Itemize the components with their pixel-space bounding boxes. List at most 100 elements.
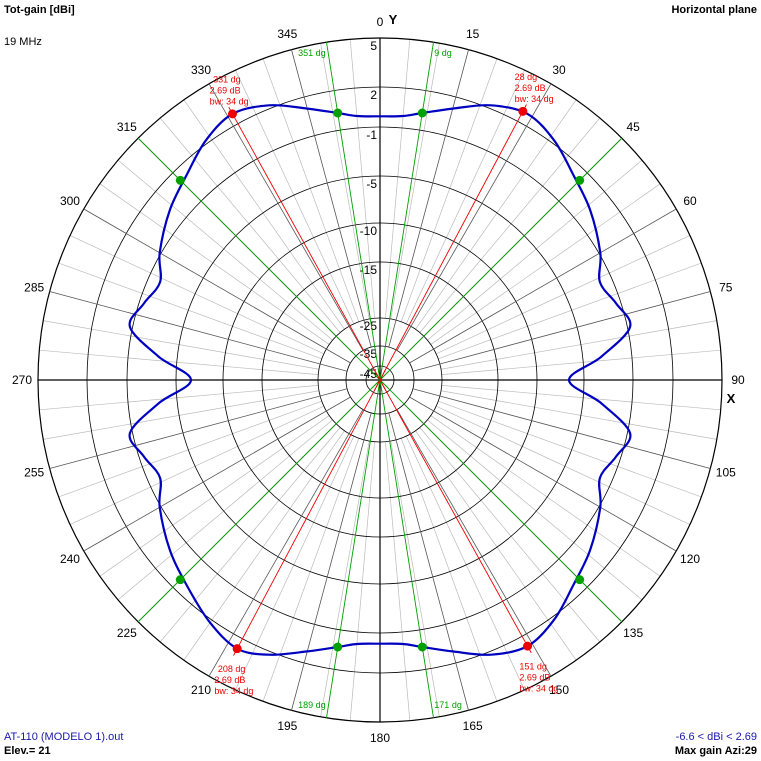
major-spoke [49,291,348,372]
lobe-bw-label: bw: 34 dg [210,97,249,107]
minor-spoke [436,405,691,525]
file-name: AT-110 (MODELO 1).out [4,731,124,743]
minor-spoke [69,235,324,355]
beamwidth-label: 9 dg [434,48,452,58]
lobe-gain-label: 2.69 dB [210,86,241,96]
major-spoke [291,49,372,348]
azimuth-tick-labels: 0153045607590105120135150165180195210225… [12,15,745,745]
minor-spoke [390,43,440,320]
elevation-label: Elev.= 21 [4,745,51,757]
minor-spoke [419,117,601,333]
beamwidth-marker [175,575,185,585]
azimuth-tick-label: 120 [680,552,700,566]
lobe-azimuth-label: 151 dg [519,661,547,671]
beamwidth-marker [417,108,427,118]
minor-spoke [400,438,498,702]
azimuth-tick-label: 330 [191,63,211,77]
max-gain-label: Max gain Azi:29 [674,745,757,757]
beamwidth-line [326,368,383,718]
minor-spoke [349,441,375,721]
lobe-line [233,369,387,656]
minor-spoke [235,436,355,691]
minor-spoke [159,117,341,333]
major-spoke [409,208,677,364]
beamwidth-line [326,42,383,392]
lobe-bw-label: bw: 34 dg [214,686,253,696]
major-spoke [396,409,552,677]
major-spoke [49,388,348,469]
beamwidth-label: 189 dg [298,700,326,710]
lobe-lines [228,104,532,656]
lobe-bw-label: bw: 34 dg [515,94,554,104]
beamwidth-marker [417,642,427,652]
plane-label: Horizontal plane [671,4,757,16]
azimuth-tick-label: 45 [626,120,640,134]
beamwidth-line [371,371,623,623]
major-spoke [412,388,711,469]
azimuth-tick-label: 90 [731,373,745,387]
minor-spoke [117,159,333,341]
minor-spoke [440,390,717,440]
minor-spoke [385,441,411,721]
minor-spoke [43,320,320,370]
minor-spoke [427,419,643,601]
azimuth-tick-label: 225 [117,626,137,640]
minor-spoke [262,438,360,702]
azimuth-tick-label: 300 [60,194,80,208]
beamwidth-line [371,137,623,389]
azimuth-tick-label: 135 [623,626,643,640]
minor-spoke [183,99,345,330]
minor-spoke [58,262,322,360]
major-spoke [409,396,677,552]
azimuth-tick-label: 240 [60,552,80,566]
lobe-azimuth-label: 28 dg [515,72,538,82]
major-spoke [388,412,469,711]
azimuth-tick-label: 180 [370,731,390,745]
minor-spoke [262,58,360,322]
lobe-line [373,369,532,654]
minor-spoke [430,415,661,577]
minor-spoke [349,39,375,319]
chart-title: Tot-gain [dBi] [4,4,75,16]
minor-spoke [438,262,702,360]
ring-label: 2 [370,88,377,102]
gain-pattern [128,104,632,656]
azimuth-tick-label: 75 [719,280,733,294]
major-spoke [208,409,364,677]
lobe-line [373,104,527,391]
ring-label: -5 [366,177,377,191]
major-spoke [396,83,552,351]
ring-label: -15 [360,263,378,277]
beamwidth-line [137,371,389,623]
minor-spoke [385,39,411,319]
minor-spoke [405,69,525,324]
beamwidth-line [137,137,389,389]
azimuth-tick-label: 105 [716,466,736,480]
beamwidth-marker [575,575,585,585]
lobe-gain-label: 2.69 dB [519,672,550,682]
azimuth-tick-label: 0 [377,15,384,29]
minor-spoke [117,419,333,601]
azimuth-tick-label: 60 [683,194,697,208]
minor-spoke [43,390,320,440]
lobe-marker [523,641,533,651]
minor-spoke [405,436,525,691]
lobe-azimuth-label: 208 dg [218,664,246,674]
beamwidth-marker [333,108,343,118]
minor-spoke [419,427,601,643]
minor-spoke [441,349,721,375]
major-spoke [291,412,372,711]
lobe-marker [227,109,237,119]
frequency-label: 19 MHz [4,36,42,48]
azimuth-tick-label: 15 [466,27,480,41]
x-axis-label: X [727,391,736,406]
ring-label: -1 [366,128,377,142]
minor-spoke [69,405,324,525]
beamwidth-line [377,368,434,718]
minor-spoke [415,430,577,661]
ring-labels: 52-1-5-10-15-25-35-45 [360,39,378,381]
ring-label: 5 [370,39,377,53]
azimuth-tick-label: 315 [117,120,137,134]
lobe-gain-label: 2.69 dB [515,83,546,93]
